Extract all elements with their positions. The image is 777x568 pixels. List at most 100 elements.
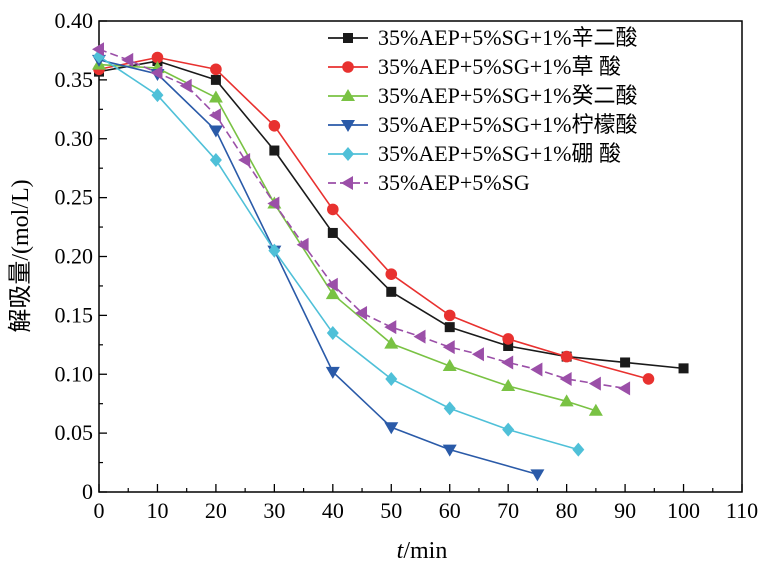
legend-marker xyxy=(342,147,354,161)
legend-entry: 35%AEP+5%SG+1%草 酸 xyxy=(328,54,621,79)
x-tick-label: 50 xyxy=(380,498,402,523)
series-line xyxy=(98,59,538,476)
data-point xyxy=(442,444,457,457)
x-tick-label: 100 xyxy=(667,498,700,523)
x-tick-label: 60 xyxy=(439,498,461,523)
y-tick-label: 0.30 xyxy=(55,126,94,151)
legend-label: 35%AEP+5%SG+1%癸二酸 xyxy=(378,83,637,108)
x-tick-label: 0 xyxy=(94,498,105,523)
data-point xyxy=(442,359,457,372)
data-point xyxy=(325,277,338,292)
legend-marker xyxy=(341,176,353,190)
data-point xyxy=(268,119,281,132)
legend-entry: 35%AEP+5%SG xyxy=(328,170,530,195)
series-line xyxy=(98,56,649,380)
legend-marker xyxy=(342,61,354,73)
data-point xyxy=(151,51,164,64)
data-point xyxy=(179,78,192,93)
data-point xyxy=(209,152,222,167)
data-point xyxy=(530,469,545,482)
data-point xyxy=(501,379,516,392)
legend-label: 35%AEP+5%SG+1%辛二酸 xyxy=(378,25,637,50)
legend-label: 35%AEP+5%SG+1%硼 酸 xyxy=(378,141,621,166)
data-point xyxy=(327,203,339,216)
legend: 35%AEP+5%SG+1%辛二酸 35%AEP+5%SG+1%草 酸 35%AEP… xyxy=(328,25,637,195)
data-point xyxy=(620,357,631,368)
legend-entry: 35%AEP+5%SG+1%柠檬酸 xyxy=(328,112,637,137)
data-point xyxy=(384,422,399,435)
x-tick-label: 30 xyxy=(263,498,285,523)
y-tick-label: 0 xyxy=(82,479,93,504)
x-tick-label: 70 xyxy=(497,498,519,523)
y-tick-label: 0.10 xyxy=(55,361,94,386)
data-point xyxy=(267,196,280,211)
data-point xyxy=(326,326,339,341)
data-point xyxy=(501,355,514,370)
data-point xyxy=(618,381,631,396)
data-point xyxy=(92,42,104,57)
data-point xyxy=(385,371,398,386)
data-point xyxy=(588,403,603,416)
data-point xyxy=(678,363,689,374)
data-point xyxy=(471,347,484,362)
data-point xyxy=(384,320,397,335)
data-point xyxy=(268,243,281,258)
data-point xyxy=(502,422,515,437)
data-point xyxy=(413,329,426,344)
y-tick-label: 0.40 xyxy=(55,8,94,33)
data-point xyxy=(502,333,514,345)
data-point xyxy=(559,394,574,407)
legend-entry: 35%AEP+5%SG+1%癸二酸 xyxy=(328,83,637,108)
data-point xyxy=(588,376,601,391)
data-point xyxy=(355,306,368,321)
data-point xyxy=(210,63,222,76)
data-point xyxy=(642,373,655,385)
series-layer xyxy=(92,42,689,482)
legend-label: 35%AEP+5%SG xyxy=(378,170,530,195)
data-point xyxy=(443,401,456,416)
x-tick-label: 90 xyxy=(614,498,636,523)
data-point xyxy=(560,350,573,363)
x-axis-title-italic: t xyxy=(397,538,405,564)
legend-entry: 35%AEP+5%SG+1%辛二酸 xyxy=(328,25,637,50)
data-point xyxy=(208,108,221,123)
x-axis-title-unit: /min xyxy=(403,538,447,564)
legend-entry: 35%AEP+5%SG+1%硼 酸 xyxy=(328,141,621,166)
y-axis-title: 解吸量/(mol/L) xyxy=(7,179,34,332)
data-point xyxy=(444,322,455,333)
series-6 xyxy=(92,42,631,396)
legend-marker xyxy=(341,120,355,132)
x-tick-label: 110 xyxy=(726,498,758,523)
data-point xyxy=(269,145,280,156)
legend-marker xyxy=(343,33,353,43)
data-point xyxy=(121,52,134,67)
series-5 xyxy=(93,49,585,457)
x-tick-label: 80 xyxy=(556,498,578,523)
data-point xyxy=(210,74,221,85)
ticks: 0 10 20 30 40 50 60 70 80 90 100 110 0 0.05 0.10 0.15 0.… xyxy=(55,8,759,523)
data-point xyxy=(325,366,340,379)
data-point xyxy=(208,90,223,103)
data-point xyxy=(151,88,164,103)
data-point xyxy=(327,227,338,238)
y-tick-label: 0.05 xyxy=(55,420,94,445)
legend-label: 35%AEP+5%SG+1%柠檬酸 xyxy=(378,112,637,137)
data-point xyxy=(384,336,399,349)
data-point xyxy=(325,287,340,300)
data-point xyxy=(386,286,397,297)
y-tick-label: 0.25 xyxy=(55,185,94,210)
y-tick-label: 0.15 xyxy=(55,302,94,327)
x-tick-label: 20 xyxy=(205,498,227,523)
data-point xyxy=(443,309,456,322)
x-tick-label: 40 xyxy=(322,498,344,523)
data-point xyxy=(503,340,514,351)
data-point xyxy=(296,237,309,252)
x-axis-title: t/min xyxy=(397,538,448,564)
data-point xyxy=(238,152,251,167)
legend-marker xyxy=(341,89,355,101)
y-tick-label: 0.35 xyxy=(55,67,94,92)
data-point xyxy=(530,362,543,377)
data-point xyxy=(559,371,572,386)
data-point xyxy=(208,125,223,138)
